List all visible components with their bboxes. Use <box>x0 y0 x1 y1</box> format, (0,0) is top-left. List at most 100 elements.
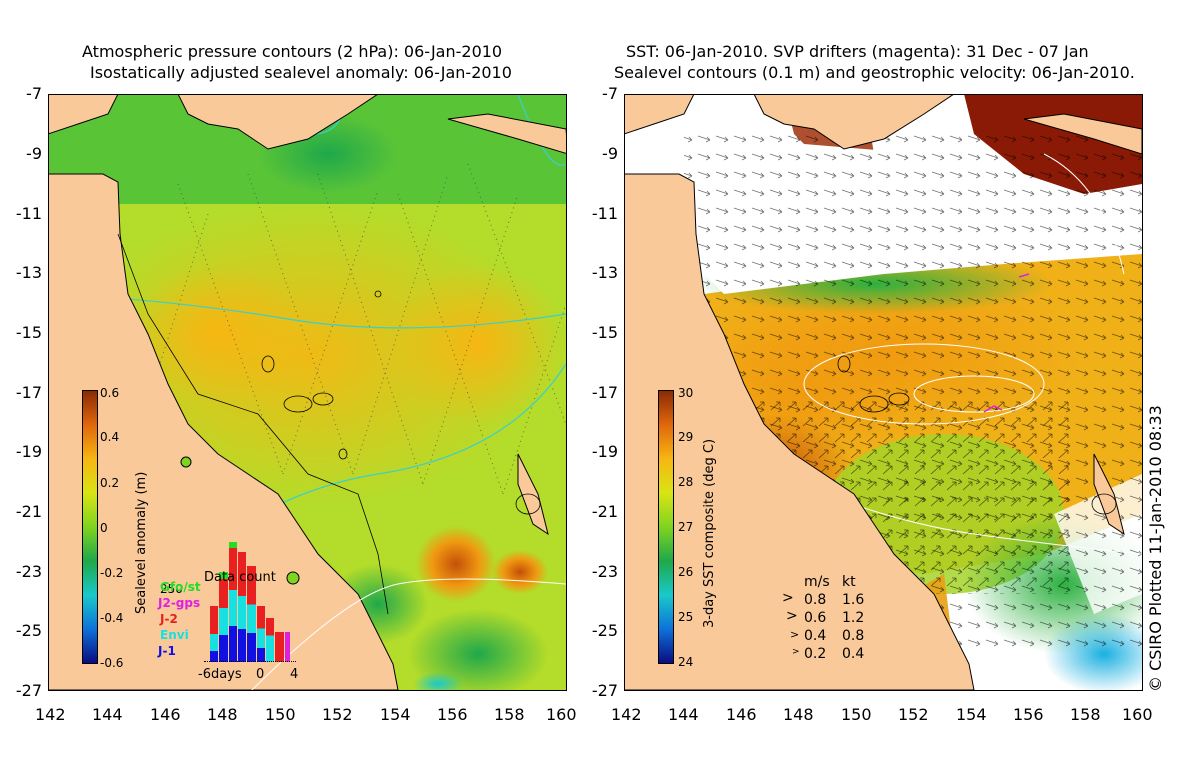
sst-tick-2: 28 <box>678 475 694 489</box>
data-count-inset <box>204 538 304 664</box>
sst-tick-3: 27 <box>678 520 694 534</box>
right-title-line1: SST: 06-Jan-2010. SVP drifters (magenta)… <box>626 42 1089 61</box>
right-map-frame <box>624 94 1143 691</box>
right-y-tick: -11 <box>591 204 618 223</box>
count-bar <box>219 572 228 662</box>
right-title-line2: Sealevel contours (0.1 m) and geostrophi… <box>614 63 1135 82</box>
sst-tick-1: 29 <box>678 430 694 444</box>
left-x-tick: 144 <box>92 705 123 724</box>
right-y-tick: -9 <box>602 144 618 163</box>
sst-tick-5: 25 <box>678 610 694 624</box>
legend-j2gps: J2-gps <box>158 596 201 610</box>
speed-arrow-icon: > <box>782 590 794 606</box>
left-map-frame <box>48 94 567 691</box>
png-land <box>177 94 379 150</box>
speed-row-3-kt: 0.4 <box>842 646 865 662</box>
speed-row-2-ms: 0.4 <box>804 628 827 644</box>
count-bar <box>237 552 247 662</box>
right-x-tick: 154 <box>956 705 987 724</box>
right-x-tick: 158 <box>1070 705 1101 724</box>
speed-arrow-icon: > <box>786 608 798 624</box>
speed-row-1-ms: 0.6 <box>804 610 827 626</box>
left-y-tick: -25 <box>15 621 42 640</box>
left-y-tick: -27 <box>15 681 42 700</box>
sst-colorbar <box>658 390 674 664</box>
speed-header-kt: kt <box>842 574 856 590</box>
right-y-tick: -21 <box>591 502 618 521</box>
speed-arrow-icon: > <box>790 628 800 641</box>
legend-j1: J-1 <box>158 644 176 658</box>
legend-envi: Envi <box>160 628 189 642</box>
left-title-line2: Isostatically adjusted sealevel anomaly:… <box>90 63 512 82</box>
speed-row-0-kt: 1.6 <box>842 592 865 608</box>
right-x-tick: 142 <box>611 705 642 724</box>
speed-row-3-ms: 0.2 <box>804 646 827 662</box>
right-x-tick: 148 <box>783 705 814 724</box>
right-y-tick: -19 <box>591 442 618 461</box>
left-y-tick: -21 <box>15 502 42 521</box>
speed-header-ms: m/s <box>804 574 830 590</box>
count-bar <box>228 542 237 662</box>
sla-tick-2: 0.2 <box>100 476 120 490</box>
count-bar <box>265 618 275 662</box>
sealevel-anomaly-map: 0.6 0.4 0.2 0 -0.2 -0.4 -0.6 Sealevel an… <box>48 94 566 690</box>
count-bar <box>247 566 256 662</box>
inset-x-tick-2: 4 <box>290 667 299 682</box>
sla-tick-5: -0.4 <box>100 611 124 625</box>
left-y-tick: -11 <box>15 204 42 223</box>
right-x-tick: 146 <box>726 705 757 724</box>
left-x-tick: 142 <box>35 705 66 724</box>
inset-y-tick: 250 <box>160 582 183 596</box>
right-y-tick: -13 <box>591 263 618 282</box>
credit-text: © CSIRO Plotted 11-Jan-2010 08:33 <box>1146 405 1165 692</box>
sla-tick-3: 0 <box>100 521 108 535</box>
left-y-tick: -13 <box>15 263 42 282</box>
left-y-tick: -15 <box>15 323 42 342</box>
legend-j2: J-2 <box>160 612 178 626</box>
sst-tick-0: 30 <box>678 386 694 400</box>
count-bar <box>275 632 284 662</box>
left-x-tick: 148 <box>207 705 238 724</box>
sla-tick-0: 0.6 <box>100 386 120 400</box>
australia-land-sst <box>624 173 975 690</box>
left-x-tick: 150 <box>265 705 296 724</box>
right-y-tick: -25 <box>591 621 618 640</box>
right-y-tick: -7 <box>602 84 618 103</box>
left-x-tick: 146 <box>150 705 181 724</box>
legend-gfo: Gfo/st <box>160 580 201 594</box>
left-title-line1: Atmospheric pressure contours (2 hPa): 0… <box>82 42 503 61</box>
speed-row-1-kt: 1.2 <box>842 610 865 626</box>
right-x-tick: 144 <box>668 705 699 724</box>
left-y-tick: -17 <box>15 383 42 402</box>
sla-tick-1: 0.4 <box>100 430 120 444</box>
speed-row-0-ms: 0.8 <box>804 592 827 608</box>
left-x-tick: 154 <box>380 705 411 724</box>
sst-map: 30 29 28 27 26 25 24 3-day SST composite… <box>624 94 1142 690</box>
inset-x-tick-1: 0 <box>256 667 265 682</box>
sla-colorbar <box>82 390 98 664</box>
left-y-tick: -23 <box>15 562 42 581</box>
right-y-tick: -17 <box>591 383 618 402</box>
speed-arrow-icon: > <box>792 647 800 657</box>
right-x-tick: 150 <box>841 705 872 724</box>
left-y-tick: -19 <box>15 442 42 461</box>
right-x-tick: 156 <box>1013 705 1044 724</box>
count-bar <box>210 606 219 662</box>
count-bar <box>256 606 265 662</box>
left-y-tick: -9 <box>26 144 42 163</box>
left-y-tick: -7 <box>26 84 42 103</box>
count-bar <box>284 632 291 662</box>
inset-x-tick-0: -6days <box>198 667 242 682</box>
right-x-tick: 152 <box>898 705 929 724</box>
right-y-tick: -23 <box>591 562 618 581</box>
sst-tick-6: 24 <box>678 655 694 669</box>
inset-title: Data count <box>204 570 276 585</box>
speed-row-2-kt: 0.8 <box>842 628 865 644</box>
left-x-tick: 158 <box>494 705 525 724</box>
left-x-tick: 152 <box>322 705 353 724</box>
right-x-tick: 160 <box>1122 705 1153 724</box>
left-x-tick: 160 <box>546 705 577 724</box>
sst-tick-4: 26 <box>678 565 694 579</box>
sla-tick-4: -0.2 <box>100 566 124 580</box>
left-x-tick: 156 <box>437 705 468 724</box>
